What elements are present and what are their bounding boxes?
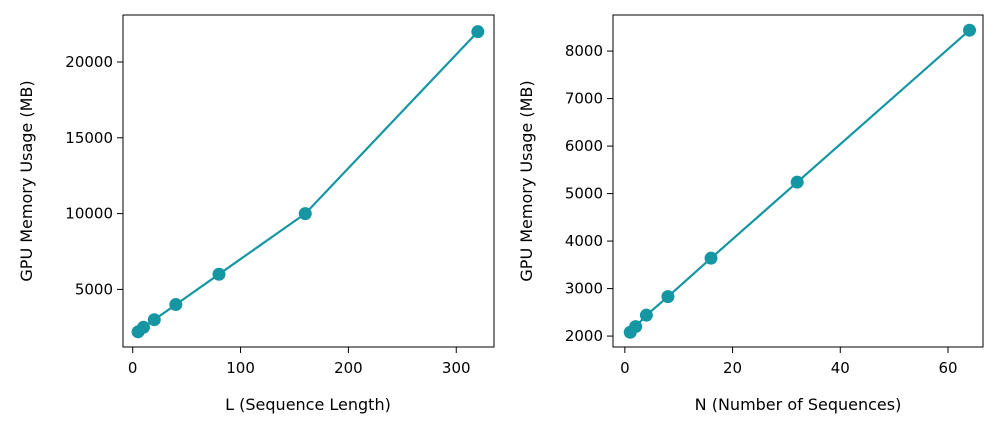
- x-tick-label: 0: [620, 359, 630, 377]
- y-tick-label: 7000: [565, 90, 603, 108]
- x-tick-label: 0: [128, 359, 138, 377]
- x-axis-label: N (Number of Sequences): [695, 395, 902, 414]
- memory-vs-sequence-length-chart: 0 100 200 300 5000 10000 15000 20000 L (Sequenc…: [17, 14, 495, 414]
- plot-area: 0 100 200 300 5000 10000 15000 20000: [65, 25, 485, 377]
- y-axis-label: GPU Memory Usage (MB): [517, 80, 536, 281]
- y-tick-label: 2000: [565, 327, 603, 345]
- data-point: [629, 320, 643, 334]
- x-tick-label: 200: [334, 359, 363, 377]
- y-tick-label: 10000: [65, 205, 113, 223]
- y-tick-label: 5000: [75, 280, 113, 298]
- data-point: [790, 175, 804, 189]
- data-point: [639, 308, 653, 322]
- y-tick-label: 6000: [565, 137, 603, 155]
- x-tick-label: 20: [723, 359, 742, 377]
- memory-vs-number-of-sequences-chart: 0 20 40 60 2000 3000 4000 5000 6000 7000 8000 N (N…: [517, 14, 984, 414]
- plot-area: 0 20 40 60 2000 3000 4000 5000 6000 7000 8000: [565, 23, 977, 377]
- plot-frame: [612, 14, 984, 348]
- data-point: [704, 251, 718, 265]
- y-tick-label: 5000: [565, 185, 603, 203]
- plot-frame: [122, 14, 495, 348]
- x-tick-label: 100: [226, 359, 255, 377]
- y-tick-label: 20000: [65, 53, 113, 71]
- y-axis-label: GPU Memory Usage (MB): [17, 80, 36, 281]
- data-point: [136, 320, 150, 334]
- x-tick-label: 60: [938, 359, 957, 377]
- y-tick-label: 8000: [565, 42, 603, 60]
- x-tick-label: 40: [831, 359, 850, 377]
- data-point: [212, 267, 226, 281]
- y-tick-label: 3000: [565, 280, 603, 298]
- data-point: [169, 298, 183, 312]
- data-point: [147, 313, 161, 327]
- data-point: [471, 25, 485, 39]
- data-point: [298, 207, 312, 221]
- data-point: [661, 290, 675, 304]
- data-point: [963, 23, 977, 37]
- x-axis-label: L (Sequence Length): [225, 395, 391, 414]
- x-tick-label: 300: [442, 359, 471, 377]
- y-tick-label: 4000: [565, 232, 603, 250]
- y-tick-label: 15000: [65, 129, 113, 147]
